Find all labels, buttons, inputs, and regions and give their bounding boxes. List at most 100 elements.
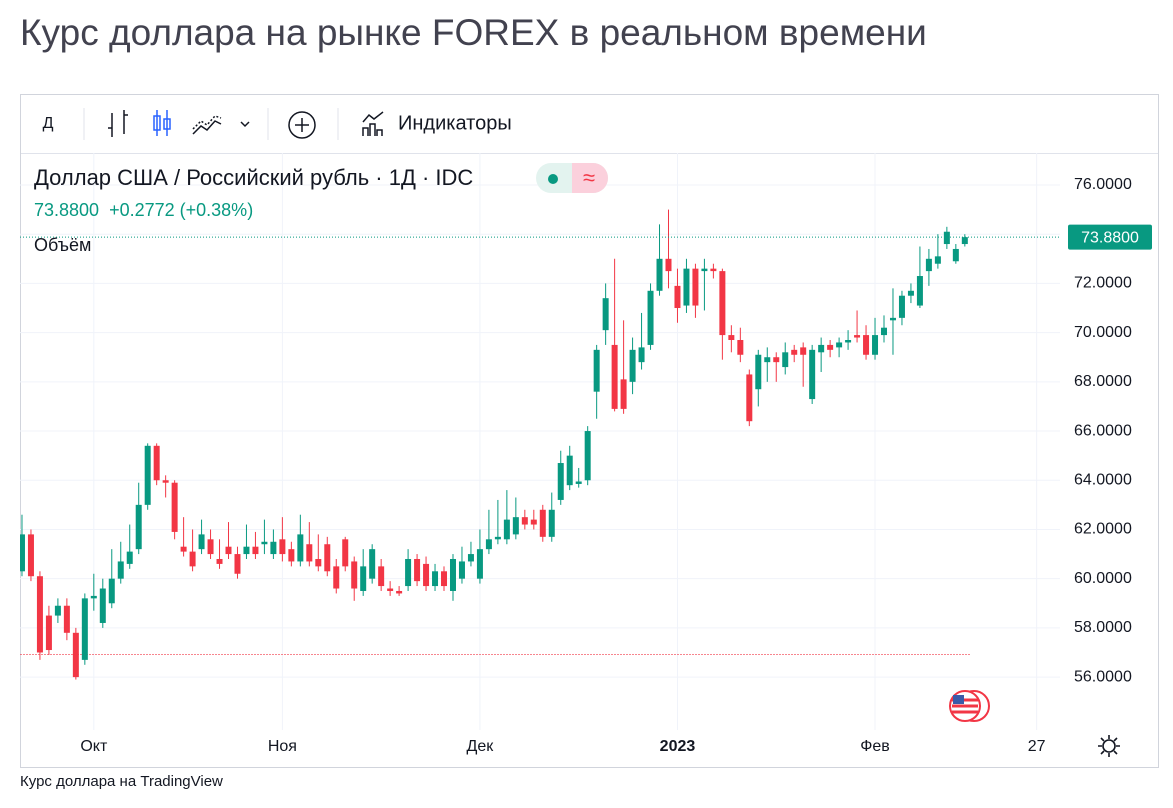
indicators-icon[interactable] xyxy=(362,111,384,136)
candle-body xyxy=(243,546,250,555)
candle-body xyxy=(441,571,448,587)
candle-body xyxy=(701,268,708,272)
candle-body xyxy=(854,335,861,338)
candle-body xyxy=(20,534,25,572)
candle-body xyxy=(836,342,843,348)
candle-body xyxy=(45,615,52,651)
candle-body xyxy=(512,517,519,535)
candle-body xyxy=(449,558,456,591)
status-dot xyxy=(548,174,558,184)
candle-body xyxy=(755,354,762,390)
candle-body xyxy=(737,340,744,355)
price-badge xyxy=(1068,224,1152,250)
candle-body xyxy=(863,335,870,355)
candle-body xyxy=(656,258,663,291)
y-tick-label: 58.0000 xyxy=(1074,619,1132,636)
candle-body xyxy=(72,632,79,678)
candle-body xyxy=(405,558,412,587)
candle-body xyxy=(961,237,968,245)
delay-icon: ≈ xyxy=(583,165,595,190)
candle-body xyxy=(458,561,465,579)
candle-body xyxy=(90,595,97,599)
candle-body xyxy=(872,335,879,355)
candle-body xyxy=(539,509,546,537)
area-icon[interactable] xyxy=(192,115,250,135)
candle-body xyxy=(261,541,268,545)
candle-body xyxy=(881,327,888,336)
y-tick-label: 66.0000 xyxy=(1074,422,1132,439)
candle-body xyxy=(485,539,492,550)
candle-body xyxy=(557,463,564,500)
candle-body xyxy=(719,271,726,336)
candle-body xyxy=(638,347,645,363)
candle-body xyxy=(252,546,259,555)
candle-body xyxy=(521,517,528,525)
x-tick-label: Окт xyxy=(80,738,108,755)
page-title: Курс доллара на рынке FOREX в реальном в… xyxy=(20,12,927,53)
candle-body xyxy=(943,231,950,245)
x-tick-label: Фев xyxy=(860,738,890,755)
candle-body xyxy=(782,352,789,368)
footer-link[interactable]: Курс доллара на TradingView xyxy=(20,773,223,790)
candle-body xyxy=(423,563,430,587)
candle-body xyxy=(369,549,376,579)
candle-body xyxy=(575,481,582,484)
candle-body xyxy=(934,256,941,264)
candle-body xyxy=(306,544,313,562)
candle-body xyxy=(629,349,636,382)
candle-body xyxy=(566,455,573,486)
indicators-button[interactable]: Индикаторы xyxy=(398,112,512,134)
candle-body xyxy=(342,539,349,567)
candle-body xyxy=(728,335,735,341)
candle-body xyxy=(351,561,358,589)
y-tick-label: 64.0000 xyxy=(1074,471,1132,488)
x-tick-label: 2023 xyxy=(660,738,696,755)
candle-body xyxy=(63,605,70,633)
candle-body xyxy=(324,544,331,572)
y-tick-label: 76.0000 xyxy=(1074,176,1132,193)
candle-body xyxy=(171,482,178,532)
candle-body xyxy=(36,576,43,653)
candle-body xyxy=(27,534,34,577)
candle-body xyxy=(548,509,555,537)
candle-body xyxy=(360,566,367,591)
bars-icon[interactable] xyxy=(108,110,128,137)
candle-body xyxy=(279,539,286,555)
candle-body xyxy=(189,551,196,567)
candle-body xyxy=(809,349,816,400)
candle-body xyxy=(791,349,798,355)
compare-button[interactable] xyxy=(288,111,316,139)
candle-body xyxy=(593,349,600,392)
candle-body xyxy=(674,285,681,309)
y-tick-label: 56.0000 xyxy=(1074,668,1132,685)
candle-body xyxy=(414,558,421,582)
x-tick-label: Дек xyxy=(467,738,495,755)
events-icon[interactable] xyxy=(949,690,990,722)
candle-body xyxy=(216,558,223,564)
price-badge-label: 73.8800 xyxy=(1081,229,1139,246)
candle-body xyxy=(198,534,205,550)
candle-body xyxy=(270,541,277,555)
candles-icon[interactable] xyxy=(153,110,171,136)
candle-body xyxy=(764,357,771,363)
grid xyxy=(20,153,1060,730)
candle-body xyxy=(916,276,923,306)
candle-body xyxy=(818,344,825,353)
interval-button[interactable]: Д xyxy=(43,115,54,132)
settings-icon[interactable] xyxy=(1098,735,1120,757)
candle-body xyxy=(611,344,618,409)
candle-body xyxy=(602,298,609,331)
y-tick-label: 70.0000 xyxy=(1074,324,1132,341)
volume-label: Объём xyxy=(34,235,91,255)
legend-title: Доллар США / Российский рубль · 1Д · IDC xyxy=(34,165,473,190)
candle-body xyxy=(207,539,214,555)
candle-body xyxy=(647,290,654,345)
candle-body xyxy=(952,248,959,262)
last-price: 73.8800 xyxy=(34,200,99,220)
x-tick-label: 27 xyxy=(1028,738,1046,755)
candle-body xyxy=(476,549,483,579)
candle-body xyxy=(378,566,385,587)
candle-body xyxy=(54,605,61,616)
